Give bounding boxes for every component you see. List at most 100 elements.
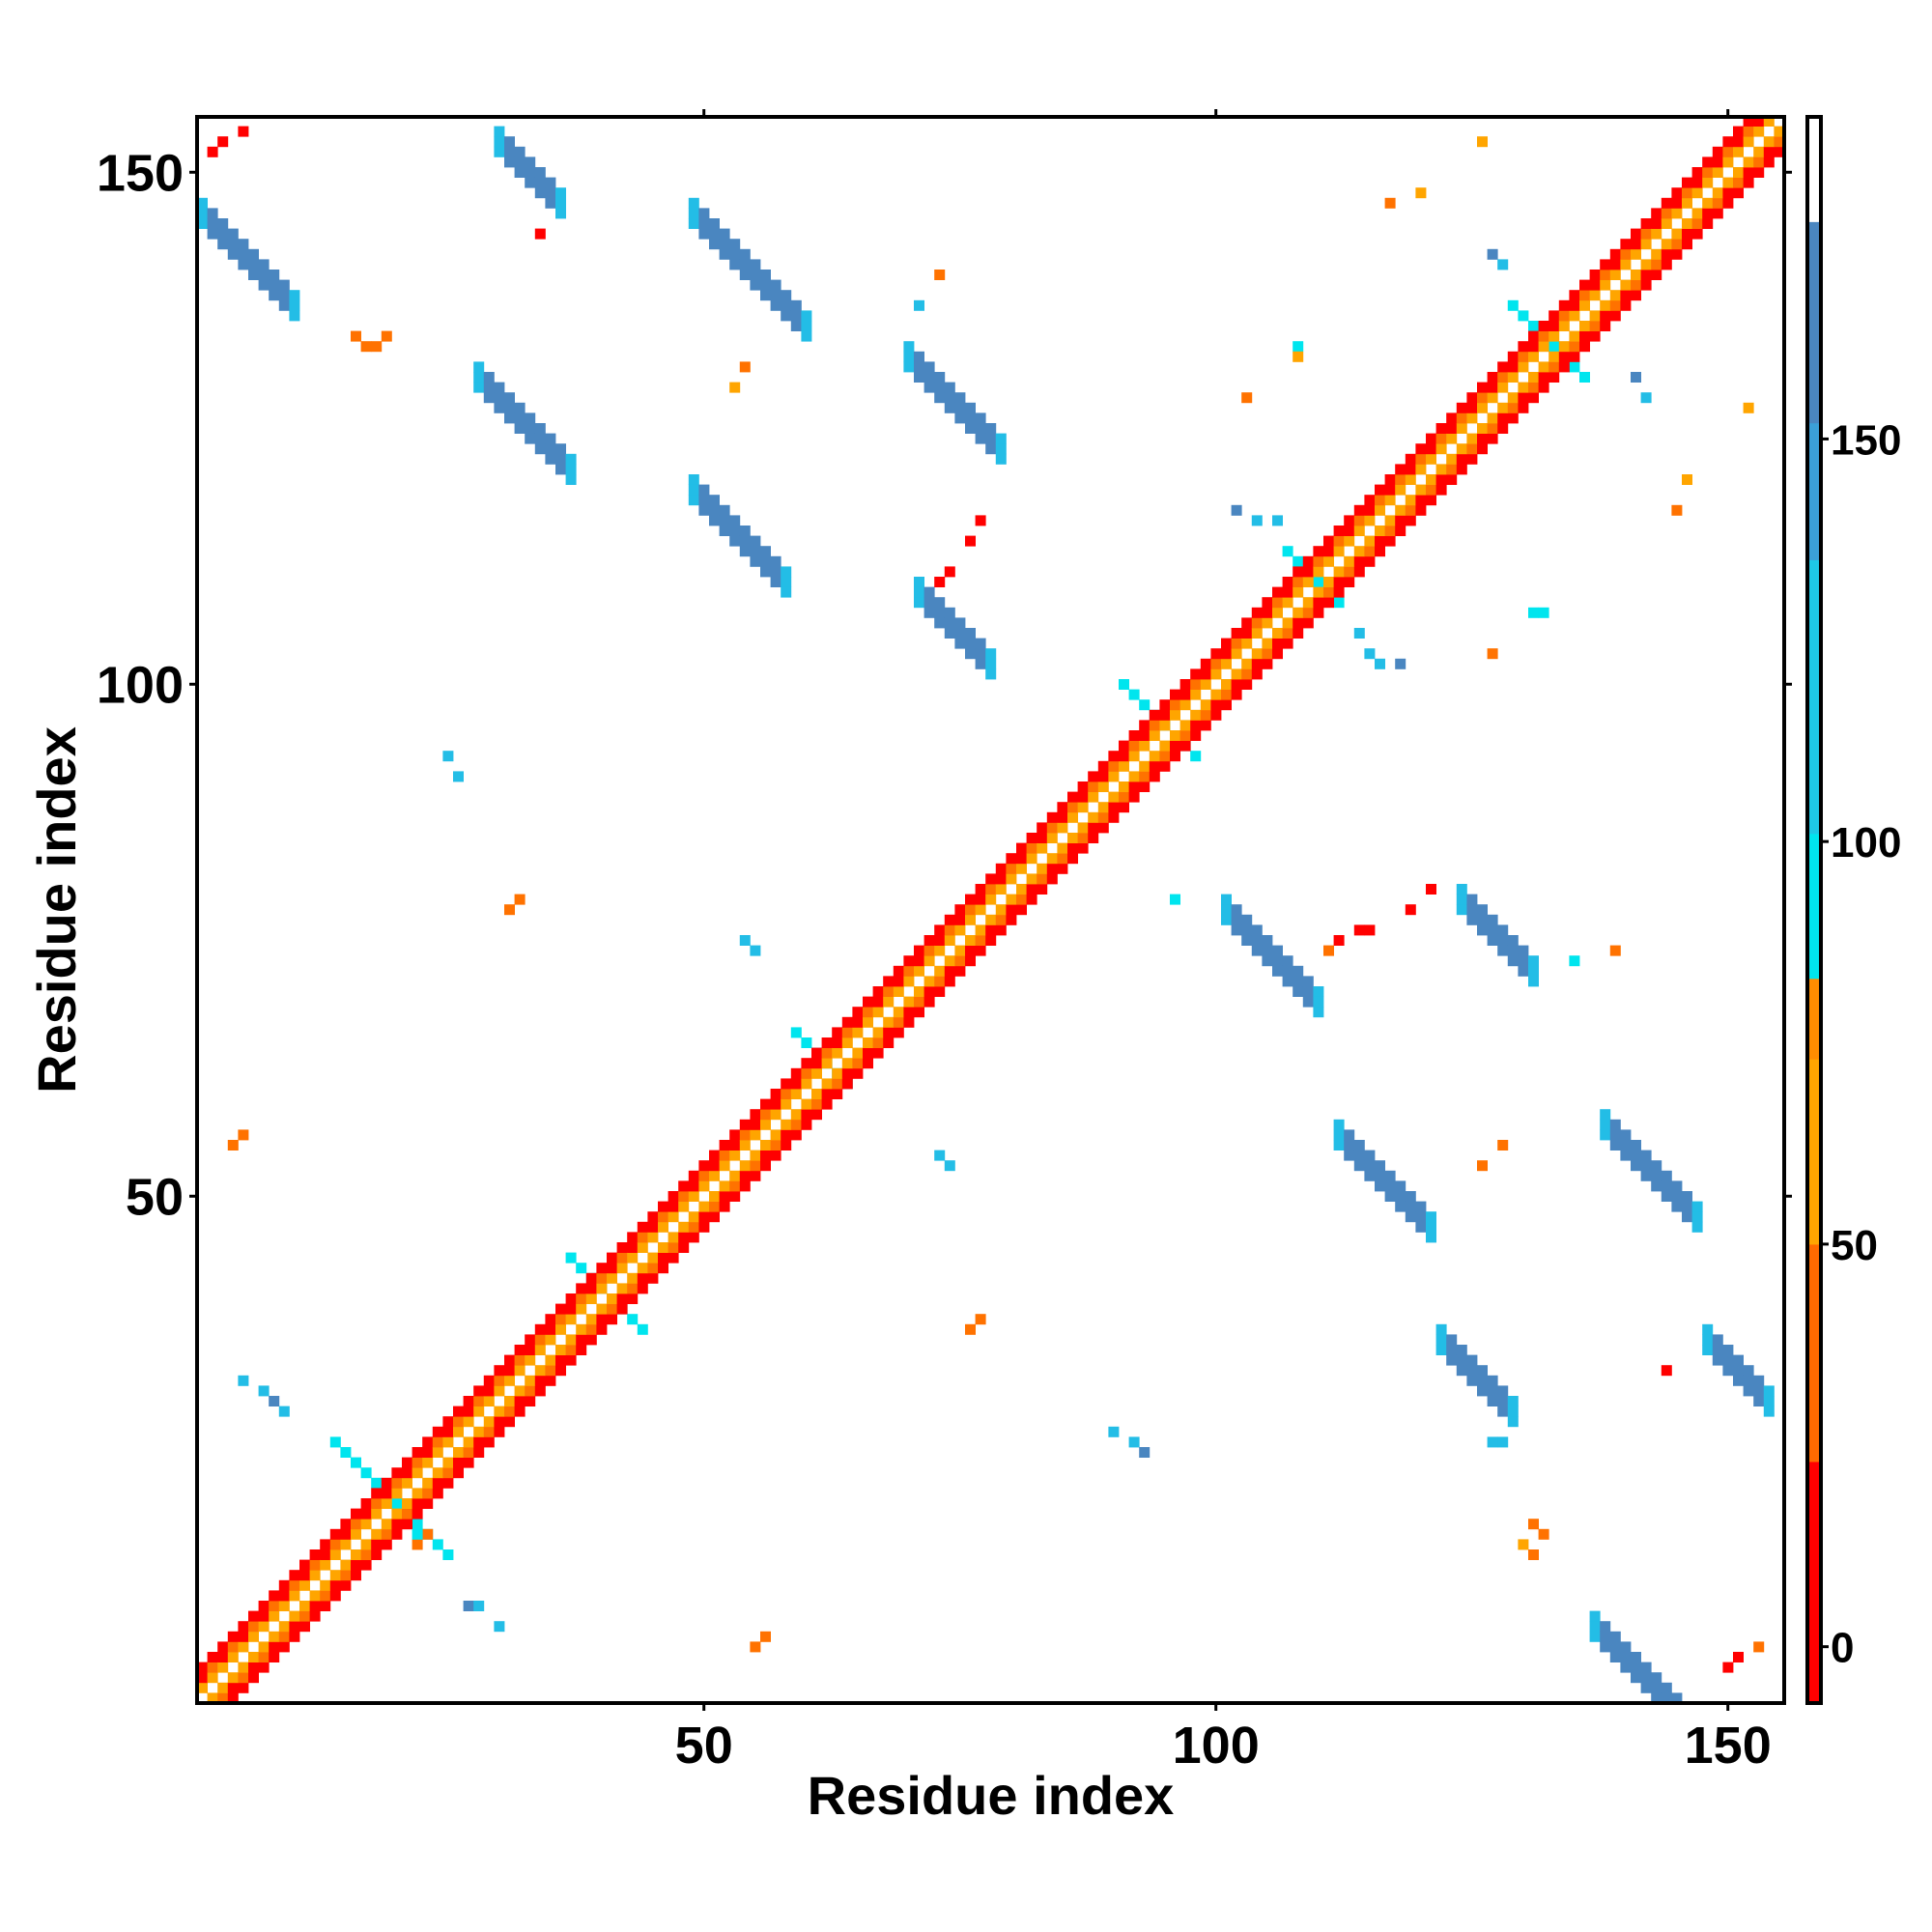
diagonal-cell <box>995 884 1007 895</box>
diagonal-cell <box>1497 402 1509 413</box>
diagonal-cell <box>1753 156 1765 168</box>
contact-cell <box>1139 1447 1151 1458</box>
diagonal-cell <box>616 1283 628 1294</box>
x-tick-label: 150 <box>1685 1717 1772 1775</box>
diagonal-cell <box>278 1621 290 1633</box>
diagonal-cell <box>1139 720 1151 731</box>
contact-cell <box>1293 351 1304 362</box>
contact-band-cell <box>1487 914 1498 925</box>
contact-band-cell <box>1569 361 1580 373</box>
contact-band-cell <box>1262 945 1273 956</box>
diagonal-cell <box>1128 781 1140 792</box>
contact-band-cell <box>545 197 556 209</box>
contact-band-cell <box>1528 976 1539 987</box>
diagonal-cell <box>1631 270 1641 280</box>
diagonal-cell <box>1108 802 1120 813</box>
diagonal-cell <box>1712 187 1723 199</box>
diagonal-cell <box>688 1221 699 1233</box>
diagonal-cell <box>1558 351 1570 362</box>
diagonal-cell <box>1077 822 1089 834</box>
diagonal-cell <box>1057 822 1068 834</box>
contact-band-cell <box>1682 1191 1692 1202</box>
contact-band-cell <box>1640 1682 1652 1693</box>
diagonal-cell <box>688 1170 699 1181</box>
diagonal-cell <box>402 1519 412 1530</box>
diagonal-cell <box>1323 546 1334 557</box>
diagonal-cell <box>463 1396 474 1406</box>
diagonal-cell <box>607 1314 617 1325</box>
diagonal-cell <box>995 904 1007 916</box>
diagonal-cell <box>309 1601 321 1611</box>
contact-cell <box>207 146 218 157</box>
diagonal-cell <box>258 1652 270 1662</box>
contact-band-cell <box>1375 1180 1385 1192</box>
contact-band-cell <box>1477 914 1488 925</box>
contact-band-cell <box>565 453 577 465</box>
diagonal-cell <box>1272 648 1283 660</box>
diagonal-cell <box>616 1303 628 1315</box>
contact-band-cell <box>1405 1211 1416 1223</box>
diagonal-cell <box>1609 259 1621 270</box>
contact-band-cell <box>1722 1365 1734 1377</box>
contact-band-cell <box>719 504 730 516</box>
contact-band-cell <box>1661 1170 1672 1181</box>
contact-band-cell <box>709 504 720 516</box>
diagonal-cell <box>596 1323 608 1335</box>
diagonal-cell <box>1548 351 1560 362</box>
diagonal-cell <box>934 965 946 977</box>
diagonal-cell <box>863 1058 873 1069</box>
contact-band-cell <box>944 382 955 393</box>
diagonal-cell <box>1538 372 1549 383</box>
diagonal-cell <box>1497 423 1509 434</box>
contact-band-cell <box>1518 965 1529 977</box>
diagonal-cell <box>1569 290 1580 301</box>
contact-cell <box>1682 474 1692 485</box>
contact-band-cell <box>1712 1354 1723 1366</box>
contact-band-cell <box>1466 914 1478 925</box>
diagonal-cell <box>1353 566 1365 578</box>
diagonal-cell <box>781 1089 792 1099</box>
diagonal-cell <box>1241 638 1253 649</box>
contact-band-cell <box>934 392 946 404</box>
diagonal-cell <box>514 1354 526 1366</box>
diagonal-cell <box>329 1590 341 1602</box>
diagonal-cell <box>1097 811 1109 823</box>
diagonal-cell <box>258 1601 270 1611</box>
contact-cell <box>1661 1365 1672 1377</box>
diagonal-cell <box>647 1211 659 1223</box>
diagonal-cell <box>442 1457 454 1468</box>
diagonal-cell <box>514 1406 526 1417</box>
diagonal-cell <box>1210 699 1222 711</box>
diagonal-cell <box>238 1672 249 1684</box>
diagonal-cell <box>658 1201 668 1212</box>
contact-band-cell <box>1251 945 1263 956</box>
diagonal-cell <box>1088 781 1099 792</box>
contact-band-cell <box>227 228 239 240</box>
diagonal-cell <box>453 1416 464 1428</box>
diagonal-cell <box>1006 914 1017 925</box>
diagonal-cell <box>750 1170 761 1181</box>
diagonal-cell <box>585 1334 597 1346</box>
contact-band-cell <box>1333 1129 1345 1141</box>
contact-cell <box>1364 648 1376 660</box>
contact-band-cell <box>985 433 997 444</box>
diagonal-cell <box>1241 617 1253 629</box>
diagonal-cell <box>801 1078 812 1090</box>
diagonal-cell <box>1753 167 1765 178</box>
diagonal-cell <box>893 1027 904 1038</box>
diagonal-cell <box>1037 863 1048 874</box>
contact-band-cell <box>1661 1682 1672 1693</box>
contact-band-cell <box>1661 1692 1672 1704</box>
diagonal-cell <box>1691 208 1703 219</box>
contact-band-cell <box>1507 299 1519 311</box>
contact-band-cell <box>576 1263 587 1274</box>
contact-band-cell <box>1507 1406 1519 1417</box>
diagonal-cell <box>1210 668 1222 680</box>
contact-band-cell <box>965 423 976 434</box>
diagonal-cell <box>1558 310 1570 322</box>
contact-band-cell <box>258 279 270 291</box>
diagonal-cell <box>1282 628 1293 639</box>
diagonal-cell <box>504 1365 515 1377</box>
diagonal-cell <box>658 1252 668 1264</box>
diagonal-cell <box>1016 853 1027 865</box>
